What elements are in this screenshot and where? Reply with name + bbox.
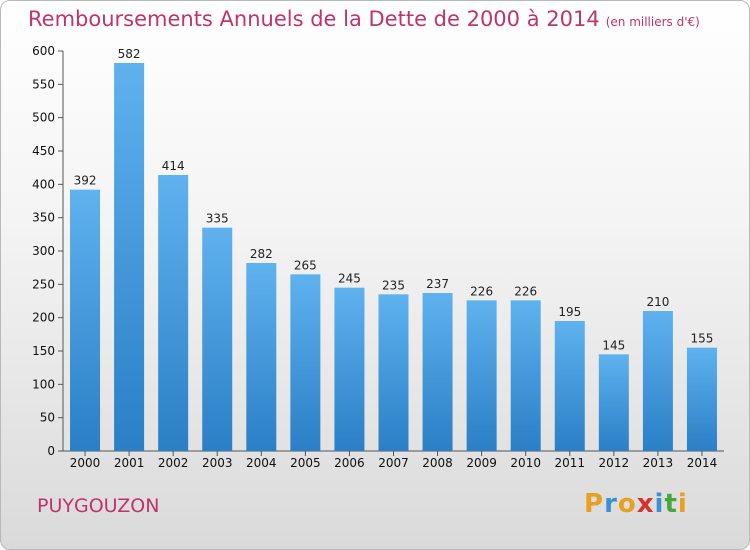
x-tick-label: 2006 [334, 456, 365, 470]
value-label: 210 [646, 295, 669, 309]
bar-2007 [378, 294, 409, 451]
y-tick-label: 0 [47, 444, 55, 458]
bar-2013 [642, 311, 673, 451]
bar-2008 [422, 293, 453, 451]
bar-2002 [158, 175, 189, 451]
bar-2014 [686, 347, 717, 451]
bar-2010 [510, 300, 541, 451]
chart-unit-label: (en milliers d'€) [605, 15, 700, 29]
y-tick-label: 50 [40, 411, 55, 425]
x-tick-label: 2007 [378, 456, 409, 470]
bar-2001 [114, 63, 145, 451]
x-tick-label: 2002 [158, 456, 189, 470]
logo-letter: x [636, 489, 655, 519]
logo-letter: r [604, 489, 618, 519]
x-tick-label: 2004 [246, 456, 277, 470]
x-tick-label: 2011 [554, 456, 585, 470]
x-tick-label: 2009 [466, 456, 497, 470]
x-tick-label: 2000 [70, 456, 101, 470]
logo-letter: i [654, 489, 665, 519]
y-tick-label: 150 [32, 344, 55, 358]
y-tick-label: 200 [32, 311, 55, 325]
y-tick-label: 300 [32, 244, 55, 258]
logo-letter: P [584, 489, 605, 519]
bar-2009 [466, 300, 497, 451]
x-tick-label: 2014 [687, 456, 718, 470]
value-label: 282 [250, 247, 273, 261]
proxiti-logo: Proxiti [584, 489, 688, 519]
value-label: 155 [691, 332, 714, 346]
value-label: 265 [294, 258, 317, 272]
value-label: 335 [206, 212, 229, 226]
y-tick-label: 350 [32, 211, 55, 225]
y-tick-label: 100 [32, 377, 55, 391]
x-tick-label: 2012 [599, 456, 630, 470]
x-tick-label: 2008 [422, 456, 453, 470]
bar-2004 [246, 263, 277, 451]
value-label: 414 [162, 159, 185, 173]
y-tick-label: 500 [32, 111, 55, 125]
logo-letter: o [617, 489, 637, 519]
value-label: 235 [382, 278, 405, 292]
logo-letter: i [677, 489, 688, 519]
chart-title: Remboursements Annuels de la Dette de 20… [28, 7, 700, 31]
x-tick-label: 2013 [643, 456, 674, 470]
value-label: 582 [118, 47, 141, 61]
x-tick-label: 2001 [114, 456, 145, 470]
bar-2000 [70, 189, 101, 451]
y-tick-label: 400 [32, 177, 55, 191]
y-tick-label: 550 [32, 77, 55, 91]
bar-2003 [202, 227, 233, 451]
y-tick-label: 250 [32, 277, 55, 291]
value-label: 145 [602, 338, 625, 352]
y-tick-label: 450 [32, 144, 55, 158]
logo-letter: t [664, 489, 678, 519]
city-name: PUYGOUZON [37, 495, 160, 517]
bar-2005 [290, 274, 321, 451]
bar-2012 [598, 354, 629, 451]
y-tick-label: 600 [32, 44, 55, 58]
bar-2006 [334, 287, 365, 451]
chart-title-text: Remboursements Annuels de la Dette de 20… [28, 7, 600, 31]
value-label: 237 [426, 277, 449, 291]
x-tick-label: 2005 [290, 456, 321, 470]
bar-2011 [554, 321, 585, 451]
value-label: 392 [74, 174, 97, 188]
value-label: 245 [338, 272, 361, 286]
x-tick-label: 2010 [510, 456, 541, 470]
value-label: 195 [558, 305, 581, 319]
value-label: 226 [470, 284, 493, 298]
value-label: 226 [514, 284, 537, 298]
x-tick-label: 2003 [202, 456, 233, 470]
